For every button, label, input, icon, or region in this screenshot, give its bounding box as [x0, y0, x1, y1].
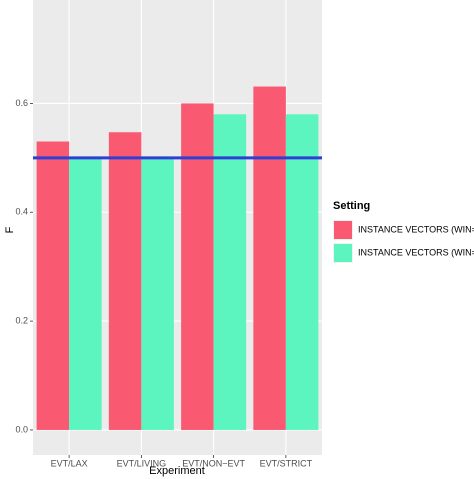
y-tick-label: 0.0 [15, 424, 28, 434]
bar [213, 114, 247, 430]
y-tick-label: 0.4 [15, 207, 28, 217]
bar [69, 157, 102, 430]
legend-label: INSTANCE VECTORS (WIN=8) [358, 247, 474, 257]
x-tick-label: EVT/NON−EVT [182, 458, 245, 468]
bar [181, 103, 214, 430]
bar [141, 157, 174, 430]
x-axis-title: Experiment [149, 465, 205, 477]
y-tick-label: 0.6 [15, 98, 28, 108]
x-tick-label: EVT/LAX [51, 458, 88, 468]
legend-title: Setting [333, 200, 370, 212]
bar [108, 132, 142, 430]
y-axis-title: F [4, 226, 16, 233]
bar [285, 114, 319, 430]
bar [253, 86, 286, 430]
bar [36, 141, 70, 430]
x-tick-label: EVT/LIVING [117, 458, 167, 468]
legend-swatch [334, 244, 352, 262]
legend-label: INSTANCE VECTORS (WIN=2) [358, 224, 474, 234]
y-tick-label: 0.2 [15, 315, 28, 325]
legend-swatch [334, 221, 352, 239]
x-tick-label: EVT/STRICT [260, 458, 313, 468]
